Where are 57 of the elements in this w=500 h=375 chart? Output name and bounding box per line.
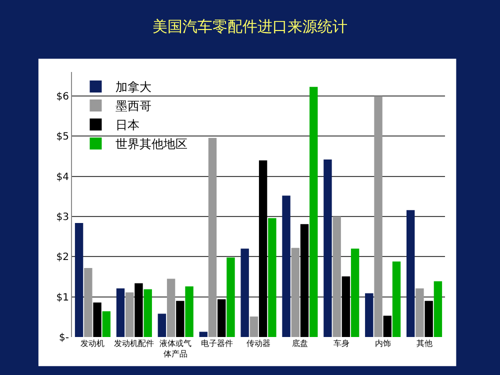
- bar: [424, 300, 433, 337]
- bar: [93, 302, 102, 337]
- legend-label: 日本: [116, 118, 140, 132]
- bar: [185, 286, 194, 337]
- bar: [74, 222, 84, 337]
- y-tick-label: $2: [56, 252, 69, 264]
- y-tick-label: $-: [59, 332, 70, 344]
- bar: [84, 268, 92, 337]
- bar: [208, 138, 217, 337]
- bar: [374, 96, 382, 337]
- x-tick-label: 底盘: [292, 339, 308, 348]
- x-tick-label: 车身: [333, 339, 350, 348]
- bar: [291, 248, 300, 337]
- bar: [365, 293, 374, 337]
- bar: [268, 218, 276, 337]
- bar: [300, 224, 309, 337]
- bar: [406, 210, 415, 337]
- bar: [166, 278, 176, 337]
- bar: [240, 248, 249, 337]
- y-tick-label: $5: [56, 132, 69, 143]
- bar: [258, 160, 268, 337]
- bar: [102, 311, 110, 337]
- x-tick-label: 其他: [416, 339, 432, 348]
- legend-label: 墨西哥: [116, 99, 152, 114]
- bar: [416, 288, 424, 337]
- bar: [116, 288, 125, 337]
- x-tick-label: 传动器: [246, 339, 270, 348]
- x-tick-label: 内饰: [374, 339, 391, 348]
- bar: [342, 276, 350, 337]
- y-tick-label: $1: [56, 292, 69, 304]
- y-tick-label: $6: [56, 92, 69, 103]
- bar: [226, 258, 235, 337]
- bar: [392, 262, 401, 337]
- x-tick-label: 发动机配件: [114, 339, 154, 348]
- bar: [310, 86, 318, 337]
- bar: [126, 292, 134, 337]
- bar: [350, 248, 360, 337]
- legend-label: 加拿大: [116, 80, 152, 94]
- x-tick-label: 电子器件: [201, 339, 234, 348]
- bar: [383, 316, 392, 337]
- bar: [134, 283, 143, 337]
- bar: [434, 281, 442, 337]
- y-tick-label: $4: [56, 172, 69, 183]
- bar: [332, 216, 341, 337]
- bar: [218, 299, 226, 337]
- y-tick-label: $3: [56, 212, 69, 224]
- bar: [250, 316, 258, 337]
- bar: [282, 196, 290, 337]
- bar: [158, 314, 166, 337]
- legend-label: 世界其他地区: [116, 137, 188, 152]
- chart-title: 美国汽车零配件进口来源统计: [152, 18, 348, 36]
- x-tick-label: 液体或气体产品: [160, 339, 192, 358]
- x-tick-label: 发动机: [80, 339, 105, 348]
- bar: [199, 332, 208, 337]
- bar: [324, 160, 332, 337]
- bar: [144, 289, 152, 337]
- bar: [176, 300, 184, 337]
